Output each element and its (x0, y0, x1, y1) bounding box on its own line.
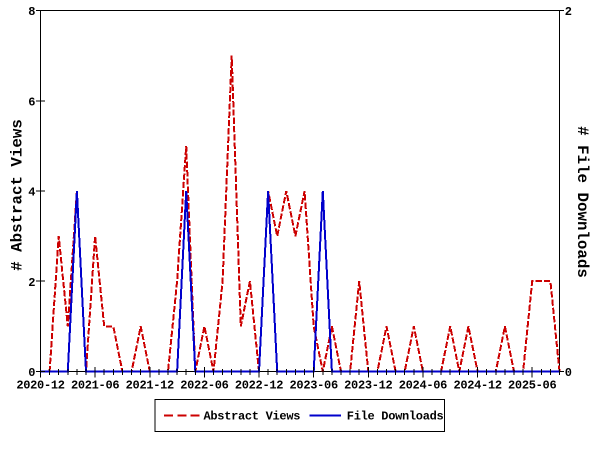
svg-text:2021-12: 2021-12 (126, 379, 174, 393)
svg-text:2: 2 (565, 5, 572, 19)
svg-text:2022-12: 2022-12 (235, 379, 283, 393)
svg-text:4: 4 (28, 186, 35, 200)
svg-text:# File Downloads: # File Downloads (573, 126, 591, 278)
svg-text:2025-06: 2025-06 (508, 379, 556, 393)
svg-text:0: 0 (565, 366, 572, 380)
svg-text:2022-06: 2022-06 (180, 379, 228, 393)
svg-text:0: 0 (28, 366, 35, 380)
svg-text:2: 2 (28, 276, 35, 290)
svg-text:6: 6 (28, 95, 35, 109)
svg-text:2023-12: 2023-12 (344, 379, 392, 393)
svg-text:2020-12: 2020-12 (16, 379, 64, 393)
svg-text:2024-06: 2024-06 (399, 379, 447, 393)
svg-text:Abstract Views: Abstract Views (204, 410, 301, 424)
svg-text:# Abstract Views: # Abstract Views (9, 119, 27, 271)
svg-text:8: 8 (28, 5, 35, 19)
svg-text:2023-06: 2023-06 (290, 379, 338, 393)
svg-text:2024-12: 2024-12 (453, 379, 501, 393)
svg-text:2021-06: 2021-06 (71, 379, 119, 393)
svg-text:File Downloads: File Downloads (347, 410, 444, 424)
